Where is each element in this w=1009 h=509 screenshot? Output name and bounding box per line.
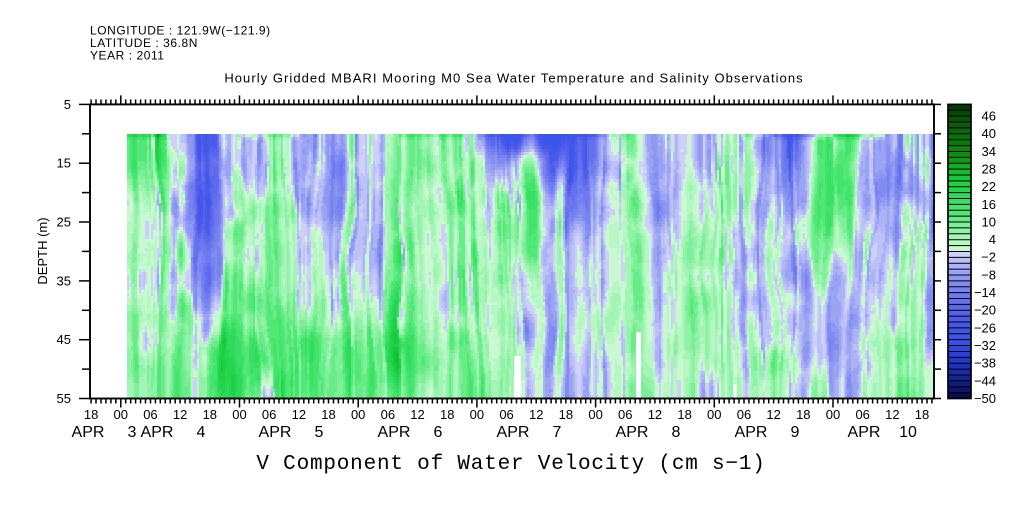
svg-text:APR: APR	[141, 424, 174, 441]
svg-text:−14: −14	[974, 285, 996, 300]
svg-text:4: 4	[197, 424, 206, 441]
svg-text:06: 06	[737, 407, 751, 422]
svg-text:−38: −38	[974, 356, 996, 371]
svg-text:18: 18	[440, 407, 454, 422]
svg-text:40: 40	[982, 126, 996, 141]
svg-text:APR: APR	[616, 424, 649, 441]
svg-text:APR: APR	[735, 424, 768, 441]
svg-text:−2: −2	[981, 250, 996, 265]
svg-text:18: 18	[559, 407, 573, 422]
svg-text:12: 12	[410, 407, 424, 422]
svg-text:18: 18	[677, 407, 691, 422]
svg-text:DEPTH (m): DEPTH (m)	[35, 217, 50, 284]
svg-text:9: 9	[791, 424, 800, 441]
svg-text:5: 5	[315, 424, 324, 441]
svg-text:−32: −32	[974, 338, 996, 353]
svg-text:06: 06	[381, 407, 395, 422]
svg-text:06: 06	[143, 407, 157, 422]
svg-text:00: 00	[826, 407, 840, 422]
svg-text:18: 18	[915, 407, 929, 422]
svg-text:APR: APR	[259, 424, 292, 441]
svg-text:18: 18	[84, 407, 98, 422]
svg-text:12: 12	[648, 407, 662, 422]
svg-text:−20: −20	[974, 303, 996, 318]
svg-text:16: 16	[982, 197, 996, 212]
svg-text:34: 34	[982, 144, 996, 159]
svg-text:12: 12	[292, 407, 306, 422]
svg-text:55: 55	[57, 391, 71, 406]
svg-text:10: 10	[982, 214, 996, 229]
svg-text:6: 6	[434, 424, 443, 441]
svg-text:45: 45	[57, 332, 71, 347]
svg-text:25: 25	[57, 215, 71, 230]
svg-text:18: 18	[321, 407, 335, 422]
svg-text:22: 22	[982, 179, 996, 194]
svg-text:12: 12	[529, 407, 543, 422]
svg-text:06: 06	[618, 407, 632, 422]
svg-text:APR: APR	[848, 424, 881, 441]
svg-text:10: 10	[899, 424, 917, 441]
svg-text:00: 00	[707, 407, 721, 422]
svg-text:00: 00	[470, 407, 484, 422]
svg-text:APR: APR	[72, 424, 105, 441]
svg-text:06: 06	[855, 407, 869, 422]
svg-text:LATITUDE : 36.8N: LATITUDE : 36.8N	[90, 36, 198, 50]
svg-text:APR: APR	[378, 424, 411, 441]
svg-text:12: 12	[173, 407, 187, 422]
svg-text:12: 12	[885, 407, 899, 422]
svg-text:06: 06	[499, 407, 513, 422]
svg-text:18: 18	[203, 407, 217, 422]
svg-text:−50: −50	[974, 391, 996, 406]
svg-text:35: 35	[57, 273, 71, 288]
svg-text:06: 06	[262, 407, 276, 422]
svg-text:18: 18	[796, 407, 810, 422]
svg-text:−44: −44	[974, 373, 996, 388]
svg-text:8: 8	[672, 424, 681, 441]
svg-text:LONGITUDE : 121.9W(−121.9): LONGITUDE : 121.9W(−121.9)	[90, 24, 271, 38]
svg-text:Hourly Gridded MBARI Mooring M: Hourly Gridded MBARI Mooring M0 Sea Wate…	[224, 71, 803, 86]
svg-text:3: 3	[128, 424, 137, 441]
svg-text:15: 15	[57, 156, 71, 171]
svg-text:−26: −26	[974, 320, 996, 335]
svg-text:V Component of Water Velocity: V Component of Water Velocity (cm s−1)	[256, 453, 765, 476]
svg-text:7: 7	[553, 424, 562, 441]
svg-text:5: 5	[64, 97, 71, 112]
svg-text:−8: −8	[981, 267, 996, 282]
svg-text:12: 12	[766, 407, 780, 422]
svg-text:28: 28	[982, 162, 996, 177]
svg-text:46: 46	[982, 109, 996, 124]
svg-text:APR: APR	[497, 424, 530, 441]
svg-text:00: 00	[114, 407, 128, 422]
svg-text:00: 00	[588, 407, 602, 422]
svg-text:00: 00	[232, 407, 246, 422]
svg-text:YEAR : 2011: YEAR : 2011	[90, 49, 165, 63]
svg-text:4: 4	[989, 232, 996, 247]
svg-text:00: 00	[351, 407, 365, 422]
